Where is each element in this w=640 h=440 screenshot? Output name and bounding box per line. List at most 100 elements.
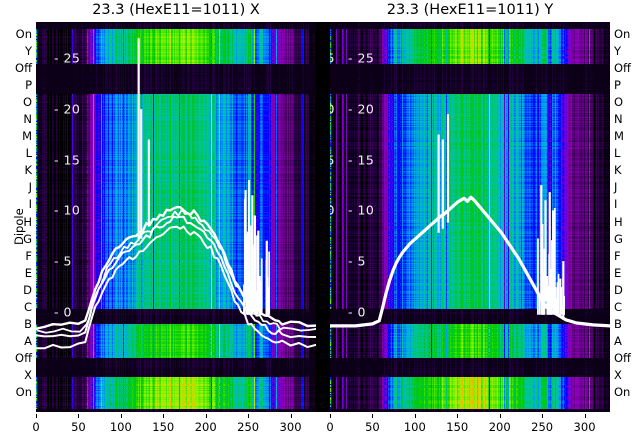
category-label-right-17: B: [614, 316, 622, 331]
category-label-left-17: B: [24, 316, 32, 331]
y-tick-inner-x-1: - 5: [54, 253, 72, 269]
category-label-right-6: M: [614, 129, 624, 144]
category-label-left-6: M: [22, 129, 32, 144]
category-label-left-13: F: [25, 248, 32, 263]
category-label-right-3: P: [614, 78, 621, 93]
x-tick-mark-y-3: [457, 414, 459, 418]
category-label-left-0: On: [15, 27, 32, 41]
category-label-left-4: O: [22, 95, 32, 110]
x-tick-mark-x-2: [120, 414, 122, 418]
plot-area-x: [36, 22, 316, 412]
x-tick-mark-x-0: [36, 414, 37, 418]
category-label-left-11: H: [23, 214, 32, 229]
x-tick-label-x-4: 200: [194, 420, 217, 434]
trace-line: [36, 225, 316, 350]
category-label-right-2: Off: [614, 61, 631, 76]
y-tick-inner-y-5: - 25: [348, 50, 375, 66]
category-label-right-20: X: [614, 367, 622, 382]
category-label-right-9: J: [614, 180, 618, 195]
heatmap-y: [330, 22, 610, 412]
panel-y-title: 23.3 (HexE11=1011) Y: [386, 2, 554, 18]
x-tick-label-x-2: 100: [109, 420, 132, 434]
x-tick-label-x-0: 0: [32, 420, 40, 434]
category-label-right-10: I: [614, 197, 618, 212]
y-tick-inner-x-5: - 25: [54, 50, 81, 66]
y-tick-inner-x-2: - 10: [54, 202, 81, 218]
category-label-right-15: D: [614, 282, 623, 297]
category-label-right-13: F: [614, 248, 621, 263]
trace-line: [330, 195, 610, 328]
x-tick-label-y-1: 50: [365, 420, 380, 434]
trace-overlay-x: [36, 38, 316, 350]
y-tick-inner-y-2: - 10: [348, 202, 375, 218]
category-label-right-21: On: [614, 385, 631, 399]
y-tick-inner-y-0: - 0: [348, 304, 366, 320]
category-label-right-19: Off: [614, 350, 631, 365]
x-tick-mark-y-0: [330, 414, 331, 418]
y-tick-inner-y-4: - 20: [348, 101, 375, 117]
x-tick-mark-x-4: [205, 414, 207, 418]
category-label-left-1: Y: [24, 44, 32, 59]
category-label-right-7: L: [614, 146, 621, 161]
category-label-left-9: J: [28, 180, 32, 195]
category-label-right-1: Y: [614, 44, 622, 59]
category-label-left-18: A: [24, 333, 32, 348]
x-tick-label-y-3: 150: [446, 420, 469, 434]
category-label-left-10: I: [28, 197, 32, 212]
plot-area-y: [330, 22, 610, 412]
x-tick-label-x-1: 50: [71, 420, 86, 434]
category-label-right-5: N: [614, 112, 623, 127]
x-tick-label-x-3: 150: [152, 420, 175, 434]
panel-x-title: 23.3 (HexE11=1011) X: [92, 2, 260, 18]
category-label-right-8: K: [614, 163, 622, 178]
category-label-left-16: C: [23, 299, 32, 314]
category-label-left-8: K: [24, 163, 32, 178]
category-label-right-4: O: [614, 95, 624, 110]
category-label-left-20: X: [24, 367, 32, 382]
x-tick-mark-y-1: [372, 414, 374, 418]
x-tick-label-y-6: 300: [573, 420, 596, 434]
y-tick-inner-x-0: - 0: [54, 304, 72, 320]
y-tick-inner-y-3: - 15: [348, 152, 375, 168]
category-label-right-14: E: [614, 265, 622, 280]
y-tick-inner-x-3: - 15: [54, 152, 81, 168]
x-tick-label-y-5: 250: [531, 420, 554, 434]
label-mask: [316, 22, 330, 412]
category-label-right-11: H: [614, 214, 623, 229]
trace-overlay-y: [330, 114, 610, 328]
x-tick-mark-x-5: [248, 414, 250, 418]
label-mask: [610, 22, 640, 412]
category-label-left-7: L: [25, 146, 32, 161]
x-tick-mark-y-2: [414, 414, 416, 418]
trace-line: [36, 208, 316, 334]
x-tick-label-x-5: 250: [237, 420, 260, 434]
category-label-right-12: G: [614, 231, 623, 246]
category-label-left-19: Off: [15, 350, 32, 365]
x-tick-label-y-0: 0: [326, 420, 334, 434]
x-tick-mark-x-6: [290, 414, 292, 418]
x-tick-mark-y-4: [499, 414, 501, 418]
x-tick-mark-y-6: [584, 414, 586, 418]
x-tick-label-y-4: 200: [488, 420, 511, 434]
category-label-left-5: N: [23, 112, 32, 127]
category-label-right-16: C: [614, 299, 623, 314]
category-label-right-0: On: [614, 27, 631, 41]
x-tick-mark-x-3: [163, 414, 165, 418]
category-label-left-14: E: [24, 265, 32, 280]
y-tick-inner-y-1: - 5: [348, 253, 366, 269]
x-tick-mark-x-1: [78, 414, 80, 418]
y-tick-inner-x-4: - 20: [54, 101, 81, 117]
category-label-left-3: P: [25, 78, 32, 93]
category-label-left-2: Off: [15, 61, 32, 76]
x-tick-label-y-2: 100: [403, 420, 426, 434]
category-label-right-18: A: [614, 333, 622, 348]
category-label-left-12: G: [23, 231, 32, 246]
category-label-left-21: On: [15, 385, 32, 399]
trace-line: [36, 205, 316, 330]
category-label-left-15: D: [23, 282, 32, 297]
x-tick-mark-y-5: [542, 414, 544, 418]
x-tick-label-x-6: 300: [279, 420, 302, 434]
